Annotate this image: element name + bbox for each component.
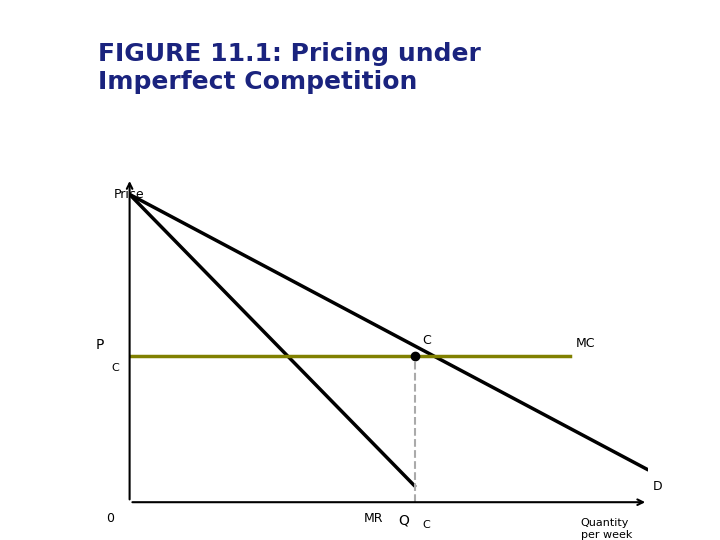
Text: 6: 6 [25, 504, 47, 533]
Text: Q: Q [399, 514, 410, 528]
Text: C: C [423, 520, 431, 530]
Text: 0: 0 [106, 512, 114, 525]
Text: D: D [653, 480, 663, 492]
Text: Price: Price [114, 188, 145, 201]
Text: MR: MR [364, 512, 384, 525]
Text: P: P [95, 338, 104, 352]
Text: C: C [423, 334, 431, 347]
Text: FIGURE 11.1: Pricing under
Imperfect Competition: FIGURE 11.1: Pricing under Imperfect Com… [98, 42, 481, 94]
Text: C: C [112, 362, 120, 373]
Text: Quantity
per week: Quantity per week [580, 518, 632, 540]
Text: MC: MC [575, 337, 595, 350]
